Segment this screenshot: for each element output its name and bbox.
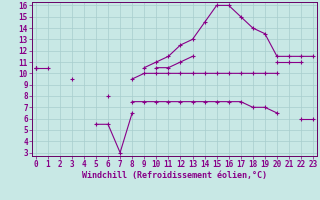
X-axis label: Windchill (Refroidissement éolien,°C): Windchill (Refroidissement éolien,°C) xyxy=(82,171,267,180)
